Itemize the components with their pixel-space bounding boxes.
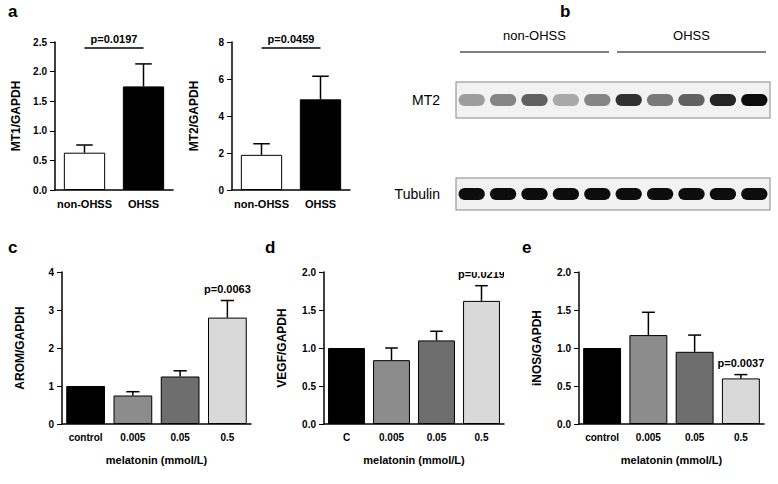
svg-text:0.5: 0.5 [557, 381, 571, 392]
html-text:d: d [265, 238, 276, 257]
svg-text:melatonin (mmol/L): melatonin (mmol/L) [363, 454, 465, 466]
svg-text:p=0.0063: p=0.0063 [204, 283, 251, 295]
svg-text:Tubulin: Tubulin [395, 186, 440, 202]
html-text:b: b [560, 2, 571, 21]
svg-text:0.005: 0.005 [120, 432, 145, 443]
svg-text:2.0: 2.0 [33, 66, 47, 77]
svg-text:1.0: 1.0 [33, 125, 47, 136]
svg-text:iNOS/GAPDH: iNOS/GAPDH [530, 310, 544, 386]
svg-text:non-OHSS: non-OHSS [503, 28, 566, 43]
svg-text:1: 1 [48, 381, 54, 392]
html-text:c: c [8, 238, 18, 257]
svg-text:control: control [585, 432, 619, 443]
svg-text:MT2/GAPDH: MT2/GAPDH [187, 81, 201, 152]
svg-text:control: control [69, 432, 103, 443]
svg-text:melatonin (mmol/L): melatonin (mmol/L) [106, 454, 208, 466]
svg-text:AROM/GAPDH: AROM/GAPDH [13, 306, 27, 389]
svg-text:non-OHSS: non-OHSS [57, 198, 112, 210]
svg-text:C: C [343, 432, 350, 443]
html-text:a: a [8, 2, 18, 21]
svg-text:0.5: 0.5 [302, 381, 316, 392]
svg-text:p=0.0197: p=0.0197 [91, 33, 138, 45]
svg-text:0.0: 0.0 [557, 419, 571, 430]
svg-text:8: 8 [218, 37, 224, 48]
svg-text:2.0: 2.0 [557, 267, 571, 278]
svg-text:0.05: 0.05 [685, 432, 705, 443]
svg-text:3: 3 [48, 305, 54, 316]
svg-text:MT2: MT2 [412, 92, 440, 108]
svg-text:4: 4 [218, 111, 224, 122]
svg-text:p=0.0037: p=0.0037 [717, 357, 764, 369]
svg-text:0.5: 0.5 [475, 432, 489, 443]
svg-text:2.0: 2.0 [302, 267, 316, 278]
svg-text:OHSS: OHSS [673, 28, 710, 43]
svg-text:4: 4 [48, 267, 54, 278]
svg-text:0: 0 [48, 419, 54, 430]
svg-text:OHSS: OHSS [128, 198, 159, 210]
svg-text:0.05: 0.05 [427, 432, 447, 443]
svg-text:1.0: 1.0 [557, 343, 571, 354]
svg-text:0.5: 0.5 [220, 432, 234, 443]
svg-text:0.5: 0.5 [734, 432, 748, 443]
svg-text:2.5: 2.5 [33, 37, 47, 48]
svg-text:0.05: 0.05 [170, 432, 190, 443]
svg-text:MT1/GAPDH: MT1/GAPDH [9, 81, 23, 152]
svg-text:0.5: 0.5 [33, 155, 47, 166]
svg-text:melatonin (mmol/L): melatonin (mmol/L) [621, 454, 723, 466]
svg-text:VEGF/GAPDH: VEGF/GAPDH [275, 308, 289, 387]
svg-text:2: 2 [48, 343, 54, 354]
html-text:e: e [522, 238, 532, 257]
svg-text:1.5: 1.5 [557, 305, 571, 316]
svg-text:0.005: 0.005 [379, 432, 404, 443]
svg-text:1.5: 1.5 [302, 305, 316, 316]
svg-text:1.0: 1.0 [302, 343, 316, 354]
svg-text:1.5: 1.5 [33, 96, 47, 107]
svg-text:non-OHSS: non-OHSS [234, 198, 289, 210]
svg-text:p=0.0219: p=0.0219 [458, 268, 505, 280]
svg-text:0: 0 [218, 185, 224, 196]
svg-text:6: 6 [218, 74, 224, 85]
svg-text:2: 2 [218, 148, 224, 159]
svg-text:0.0: 0.0 [33, 185, 47, 196]
svg-text:OHSS: OHSS [305, 198, 336, 210]
svg-text:p=0.0459: p=0.0459 [268, 33, 315, 45]
svg-text:0.0: 0.0 [302, 419, 316, 430]
svg-text:0.005: 0.005 [636, 432, 661, 443]
